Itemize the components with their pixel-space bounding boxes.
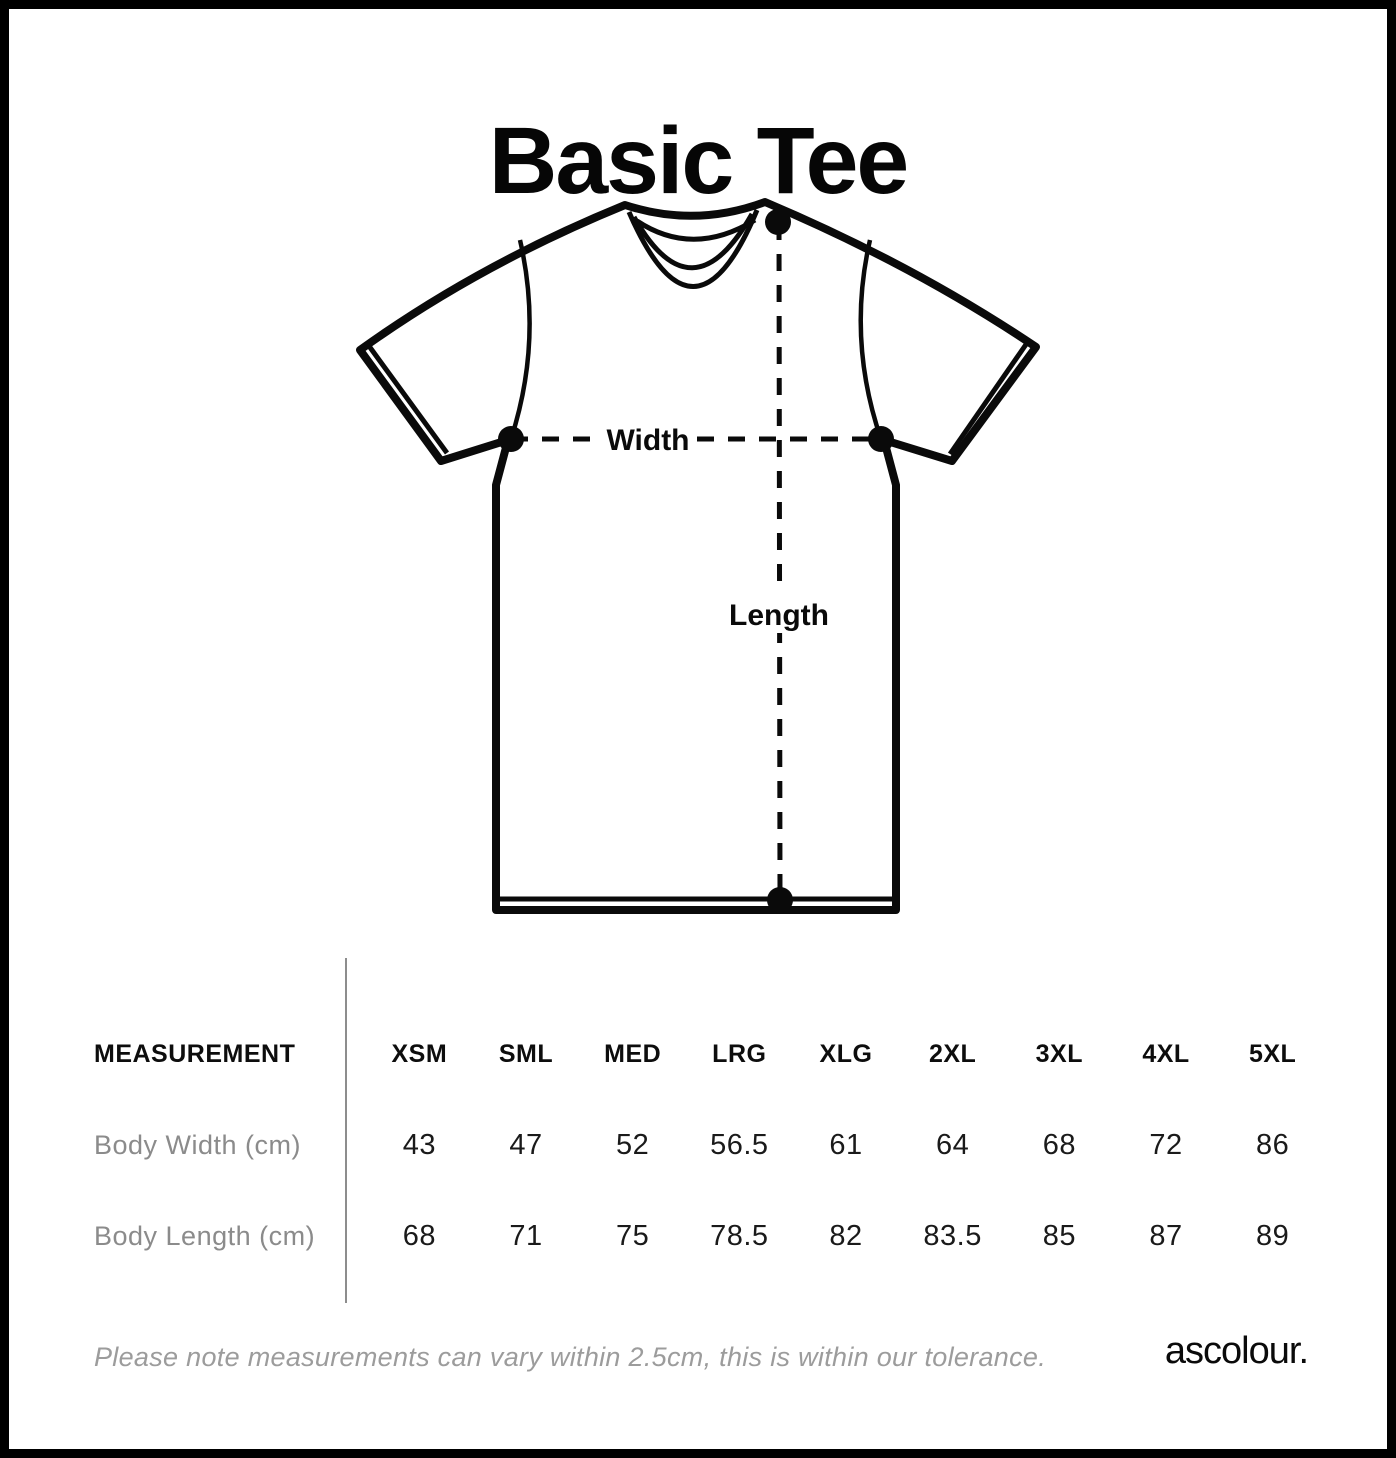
length-label-bg xyxy=(721,595,837,633)
body-length-med: 75 xyxy=(616,1220,650,1252)
right-armhole-seam xyxy=(858,239,884,440)
measurement-header: MEASUREMENT xyxy=(94,1040,296,1068)
tolerance-note: Please note measurements can vary within… xyxy=(94,1342,1047,1372)
body-length-4xl: 87 xyxy=(1149,1220,1183,1252)
width-label: Width xyxy=(606,424,689,457)
length-label: Length xyxy=(729,599,829,632)
tshirt-measurement-diagram: Width Length xyxy=(356,198,1040,914)
body-width-2xl: 64 xyxy=(936,1129,970,1161)
body-width-xlg: 61 xyxy=(829,1129,863,1161)
body-length-xsm: 68 xyxy=(402,1220,436,1252)
body-length-5xl: 89 xyxy=(1256,1220,1290,1252)
size-header-med: MED xyxy=(604,1040,662,1068)
body-width-lrg: 56.5 xyxy=(710,1129,769,1161)
length-dashed-line xyxy=(776,222,783,901)
size-header-5xl: 5XL xyxy=(1248,1040,1297,1068)
body-width-sml: 47 xyxy=(509,1129,543,1161)
right-cuff-line xyxy=(947,341,1030,456)
collar-rib-curve xyxy=(631,212,755,271)
size-header-3xl: 3XL xyxy=(1035,1040,1083,1068)
body-width-4xl: 72 xyxy=(1149,1129,1183,1161)
body-width-xsm: 43 xyxy=(402,1129,436,1161)
right-armpit-dot xyxy=(868,426,894,452)
size-header-lrg: LRG xyxy=(712,1040,767,1068)
body-length-sml: 71 xyxy=(509,1220,543,1252)
collar-outer-curve xyxy=(626,209,760,289)
body-length-3xl: 85 xyxy=(1042,1220,1076,1252)
row-label: Body Width (cm) xyxy=(94,1130,302,1160)
ascolour-logo: ascolour. xyxy=(1164,1330,1309,1372)
size-header-sml: SML xyxy=(498,1040,554,1068)
body-length-2xl: 83.5 xyxy=(923,1220,982,1252)
left-armpit-dot xyxy=(498,426,524,452)
size-header-4xl: 4XL xyxy=(1142,1040,1190,1068)
body-length-lrg: 78.5 xyxy=(710,1220,769,1252)
left-cuff-line xyxy=(366,344,450,455)
body-width-3xl: 68 xyxy=(1042,1129,1076,1161)
measurement-dots xyxy=(498,209,894,913)
size-header-xsm: XSM xyxy=(391,1040,448,1068)
size-header-2xl: 2XL xyxy=(928,1040,977,1068)
size-header-xlg: XLG xyxy=(819,1040,873,1068)
table-row-body-width: Body Width (cm) 43 47 52 56.5 61 64 68 7… xyxy=(94,1100,1326,1191)
collar-back-seam xyxy=(635,217,757,242)
body-width-5xl: 86 xyxy=(1256,1129,1290,1161)
shoulder-dot xyxy=(765,209,791,235)
table-divider-line xyxy=(345,958,347,1303)
body-length-xlg: 82 xyxy=(829,1220,863,1252)
page-title: Basic Tee xyxy=(488,107,910,214)
table-header-row: MEASUREMENT XSM SML MED LRG XLG 2XL 3XL … xyxy=(94,1009,1326,1100)
size-table: MEASUREMENT XSM SML MED LRG XLG 2XL 3XL … xyxy=(94,1009,1326,1282)
row-label: Body Length (cm) xyxy=(94,1221,316,1251)
body-width-med: 52 xyxy=(616,1129,650,1161)
table-row-body-length: Body Length (cm) 68 71 75 78.5 82 83.5 8… xyxy=(94,1191,1326,1282)
hem-dot xyxy=(767,887,793,913)
left-armhole-seam xyxy=(508,239,532,440)
width-label-bg xyxy=(600,420,696,458)
tshirt-outline xyxy=(356,198,1040,914)
